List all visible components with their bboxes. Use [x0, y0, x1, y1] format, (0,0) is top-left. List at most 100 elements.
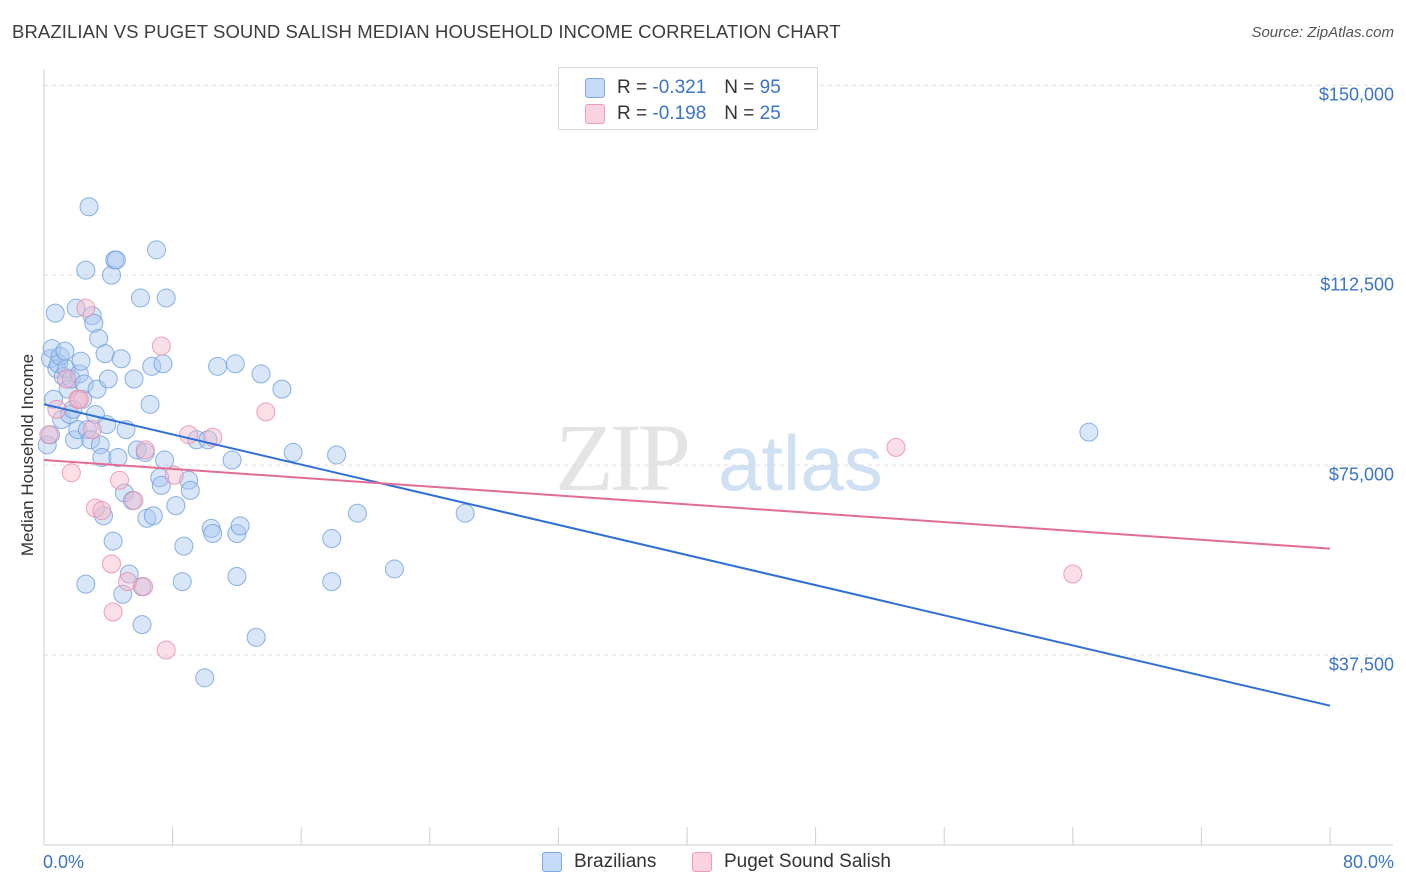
data-point-brazilians [82, 306, 102, 326]
data-point-brazilians [195, 668, 215, 688]
axes [43, 70, 1393, 846]
x-tick-min: 0.0% [43, 852, 85, 872]
data-point-brazilians [1079, 422, 1099, 442]
data-point-puget [76, 298, 96, 318]
data-point-brazilians [283, 442, 303, 462]
data-point-puget [256, 402, 276, 422]
grid-lines [44, 84, 1393, 656]
data-point-brazilians [76, 574, 96, 594]
data-point-brazilians [227, 567, 247, 587]
series-brazilians-points [37, 197, 1099, 688]
data-point-puget [156, 640, 176, 660]
data-point-brazilians [98, 369, 118, 389]
data-point-brazilians [322, 572, 342, 592]
data-point-brazilians [455, 503, 475, 523]
trend-lines [43, 403, 1331, 707]
data-point-brazilians [230, 516, 250, 536]
legend-item-brazilians[interactable]: Brazilians [542, 851, 656, 873]
data-point-brazilians [114, 483, 134, 503]
data-point-brazilians [37, 435, 57, 455]
data-point-brazilians [45, 303, 65, 323]
data-point-brazilians [106, 250, 126, 270]
data-point-puget [134, 577, 154, 597]
data-point-brazilians [147, 240, 167, 260]
data-point-brazilians [102, 265, 122, 285]
data-point-brazilians [143, 506, 163, 526]
y-tick-label: $37,500 [1328, 654, 1394, 675]
y-axis-label: Median Household Income [18, 353, 37, 557]
legend-n-label: N = [724, 77, 755, 98]
legend-r-label: R = [617, 77, 648, 98]
data-point-puget [164, 465, 184, 485]
data-point-puget [92, 501, 112, 521]
trend-line-brazilians [43, 403, 1331, 707]
correlation-legend: R = -0.321 N = 95 R = -0.198 N = 25 [558, 67, 818, 130]
data-point-brazilians [81, 430, 101, 450]
series-legend: Brazilians Puget Sound Salish [0, 851, 1406, 877]
data-point-puget [102, 554, 122, 574]
data-point-brazilians [347, 503, 367, 523]
data-point-puget [1063, 564, 1083, 584]
data-point-brazilians [68, 420, 88, 440]
data-point-brazilians [151, 475, 171, 495]
watermark-atlas: atlas [718, 419, 883, 507]
data-point-brazilians [272, 379, 292, 399]
data-point-brazilians [132, 615, 152, 635]
data-point-brazilians [79, 197, 99, 217]
data-point-brazilians [246, 627, 266, 647]
data-point-brazilians [65, 430, 85, 450]
data-point-brazilians [384, 559, 404, 579]
data-point-brazilians [140, 394, 160, 414]
data-point-puget [39, 425, 59, 445]
data-point-brazilians [103, 531, 123, 551]
data-point-brazilians [156, 288, 176, 308]
data-point-brazilians [130, 288, 150, 308]
data-point-puget [118, 572, 138, 592]
data-point-brazilians [71, 351, 91, 371]
data-point-brazilians [77, 420, 97, 440]
legend-n-label: N = [724, 103, 755, 124]
data-point-brazilians [111, 349, 131, 369]
data-point-puget [203, 427, 223, 447]
legend-r-value: -0.198 [652, 103, 707, 124]
data-point-puget [103, 602, 123, 622]
trend-line-puget [43, 459, 1331, 550]
data-point-brazilians [95, 344, 115, 364]
data-point-brazilians [108, 448, 128, 467]
watermark-zip: ZIP [555, 404, 688, 511]
legend-label: Brazilians [574, 851, 657, 872]
data-point-brazilians [119, 564, 139, 584]
data-point-brazilians [174, 536, 194, 556]
chart-title: BRAZILIAN VS PUGET SOUND SALISH MEDIAN H… [12, 21, 841, 42]
data-point-brazilians [322, 529, 342, 549]
data-point-brazilians [251, 364, 271, 384]
legend-row-brazilians: R = -0.321 N = 95 [585, 76, 781, 100]
data-point-puget [886, 437, 906, 457]
data-point-brazilians [180, 480, 200, 500]
data-point-brazilians [92, 448, 112, 467]
data-point-puget [179, 425, 199, 445]
x-tick-max: 80.0% [1342, 852, 1394, 872]
data-point-brazilians [327, 445, 347, 465]
legend-swatch-pink [585, 104, 605, 124]
data-point-brazilians [113, 584, 133, 604]
data-point-brazilians [155, 450, 175, 470]
data-point-brazilians [76, 260, 96, 280]
legend-n-value: 95 [759, 77, 781, 98]
data-point-brazilians [153, 354, 173, 374]
data-point-puget [61, 463, 81, 483]
data-point-brazilians [53, 366, 73, 386]
data-point-puget [82, 420, 102, 440]
data-point-puget [151, 336, 171, 356]
y-tick-label: $75,000 [1328, 464, 1394, 485]
data-point-brazilians [66, 298, 86, 318]
legend-label: Puget Sound Salish [724, 851, 891, 872]
data-point-puget [110, 470, 130, 490]
legend-item-puget[interactable]: Puget Sound Salish [692, 851, 891, 873]
data-point-brazilians [124, 369, 144, 389]
legend-swatch-blue [585, 78, 605, 98]
data-point-brazilians [208, 356, 228, 376]
legend-row-puget: R = -0.198 N = 25 [585, 102, 781, 126]
data-point-brazilians [203, 523, 223, 543]
